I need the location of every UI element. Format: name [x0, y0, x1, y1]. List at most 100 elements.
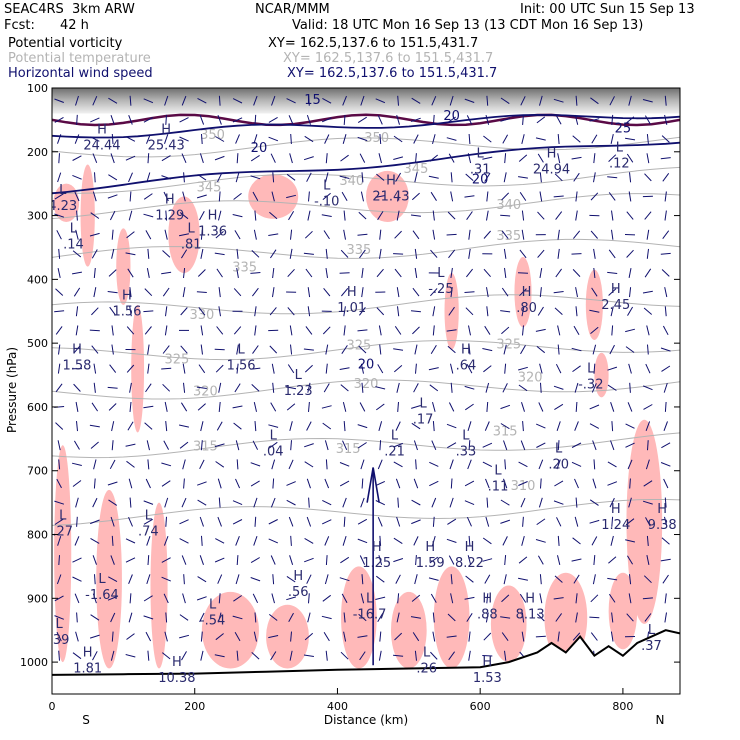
- wind-vector: [322, 192, 331, 200]
- wind-vector: [503, 248, 507, 259]
- wind-vector: [252, 593, 259, 604]
- wind-vector: [376, 173, 385, 181]
- wind-vector: [233, 422, 242, 430]
- wind-vector: [75, 497, 79, 508]
- extremum-kind-15: H: [611, 282, 621, 297]
- wind-vector: [58, 248, 61, 259]
- wind-vector: [290, 440, 292, 451]
- extremum-6: L4.23: [52, 183, 77, 214]
- wind-vector: [625, 442, 635, 448]
- wind-vector: [74, 536, 80, 546]
- wind-vector: [325, 555, 328, 566]
- wind-vector: [503, 574, 507, 585]
- wind-vector: [163, 593, 169, 604]
- wind-vector: [214, 654, 225, 658]
- wind-vector: [325, 650, 328, 661]
- wind-vector: [179, 634, 190, 639]
- wind-vector: [91, 402, 99, 412]
- theta-label-1: 350: [200, 128, 225, 143]
- wind-vector: [253, 497, 258, 508]
- wind-vector: [196, 291, 207, 293]
- x-end-label-south: S: [82, 713, 90, 727]
- wind-vector: [432, 134, 436, 145]
- wind-vector: [252, 191, 259, 202]
- wind-vector: [589, 616, 600, 619]
- extremum-value-21: 1.23: [284, 384, 313, 399]
- wind-vector: [647, 344, 649, 355]
- wind-vector: [611, 325, 614, 336]
- wind-vector: [181, 95, 187, 106]
- wind-vector: [236, 248, 239, 259]
- extremum-value-26: .20: [548, 457, 569, 472]
- y-tick-label-900: 900: [27, 592, 48, 605]
- wind-vector: [128, 612, 133, 623]
- wind-vector: [464, 291, 475, 293]
- extremum-kind-6: L: [59, 183, 67, 198]
- wind-vector: [107, 595, 118, 601]
- wind-vector: [129, 382, 132, 393]
- wind-vector: [555, 268, 563, 278]
- wind-vector: [72, 174, 82, 180]
- wind-vector: [125, 557, 136, 563]
- wind-vector: [413, 134, 419, 144]
- extremum-9: H1.36: [198, 209, 227, 240]
- wind-vector: [308, 191, 310, 202]
- wind-vector: [289, 153, 293, 164]
- wind-vector: [325, 268, 328, 278]
- y-tick-label-600: 600: [27, 401, 48, 414]
- wind-vector: [375, 480, 386, 487]
- extremum-value-8: 1.29: [155, 209, 184, 224]
- theta-contour-340: [52, 193, 680, 220]
- wind-vector: [143, 518, 153, 525]
- wind-vector: [342, 95, 347, 106]
- wind-vector: [343, 210, 346, 221]
- theta-contour-345: [52, 166, 680, 194]
- wind-vector: [57, 267, 61, 279]
- wind-vector: [397, 306, 400, 317]
- wind-vector: [183, 267, 186, 279]
- wind-vector: [557, 248, 560, 259]
- wind-vector: [111, 133, 114, 145]
- wind-vector: [591, 134, 598, 144]
- extremum-27: L.11: [488, 464, 509, 495]
- extremum-kind-16: H: [122, 288, 132, 303]
- field-xy-wind: XY= 162.5,137.6 to 151.5,431.7: [287, 66, 498, 81]
- wind-vector: [593, 363, 596, 374]
- extremum-value-46: 1.53: [473, 671, 502, 686]
- wind-vector: [252, 287, 259, 297]
- wind-vector: [108, 174, 118, 181]
- wind-vector: [483, 230, 491, 239]
- wind-vector: [484, 574, 491, 584]
- wind-vector: [447, 613, 456, 622]
- wind-vector: [396, 114, 400, 125]
- wind-vector: [411, 594, 421, 602]
- wind-vector: [165, 306, 168, 317]
- wind-vector: [575, 306, 578, 317]
- wind-vector: [501, 230, 509, 240]
- wind-vector: [377, 517, 383, 527]
- wind-vector: [360, 95, 365, 106]
- wind-vector: [290, 631, 292, 642]
- wind-vector: [467, 555, 472, 566]
- extremum-value-9: 1.36: [198, 225, 227, 240]
- wind-vector: [127, 268, 134, 278]
- wind-vector: [233, 193, 242, 200]
- wind-vector: [253, 95, 258, 106]
- wind-vector: [340, 154, 349, 162]
- wind-vector: [610, 535, 614, 546]
- wind-vector: [483, 135, 492, 143]
- wind-vector: [643, 404, 653, 410]
- wind-vector: [628, 95, 632, 106]
- wind-vector: [360, 593, 365, 604]
- wind-vector: [76, 421, 78, 432]
- extremum-value-32: 1.25: [362, 556, 391, 571]
- wind-vector: [468, 229, 471, 240]
- wind-vector: [610, 306, 614, 317]
- wind-vector: [396, 210, 400, 221]
- wind-vector: [304, 557, 314, 563]
- wind-vector: [306, 114, 311, 125]
- wind-vector: [197, 97, 207, 104]
- wind-vector: [143, 500, 154, 505]
- y-tick-label-1000: 1000: [20, 656, 48, 669]
- wind-vector: [378, 650, 382, 661]
